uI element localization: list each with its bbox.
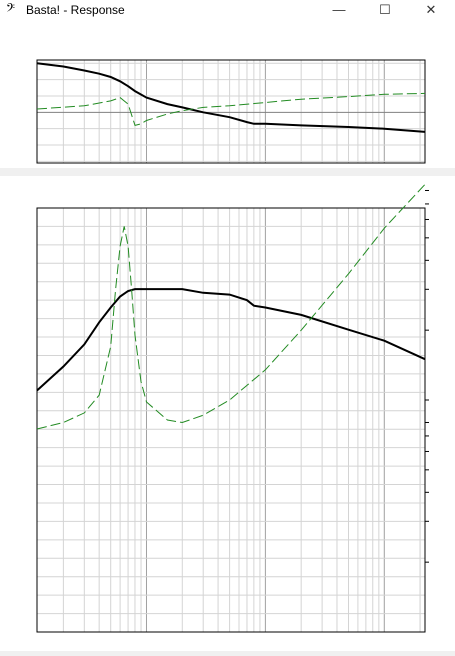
phase-series-black	[36, 62, 426, 133]
phase-series-green	[36, 92, 426, 127]
plot-frame	[36, 207, 426, 633]
response-chart-panel[interactable]	[0, 176, 455, 651]
plot-area	[37, 60, 425, 163]
spl-series	[36, 288, 426, 392]
bass-clef-icon: 𝄢	[6, 2, 16, 18]
plot-area	[37, 208, 425, 632]
minimize-button[interactable]: —	[332, 2, 346, 17]
close-button[interactable]: ✕	[425, 2, 437, 17]
phase-chart[interactable]	[0, 20, 455, 168]
title-bar[interactable]: 𝄢 Basta! - Response — ☐ ✕	[0, 0, 455, 20]
response-chart[interactable]	[0, 176, 455, 651]
window-title: Basta! - Response	[26, 3, 125, 17]
plot-frame	[36, 59, 426, 164]
impedance-series	[36, 184, 426, 430]
maximize-button[interactable]: ☐	[379, 2, 391, 17]
phase-chart-panel[interactable]	[0, 20, 455, 168]
